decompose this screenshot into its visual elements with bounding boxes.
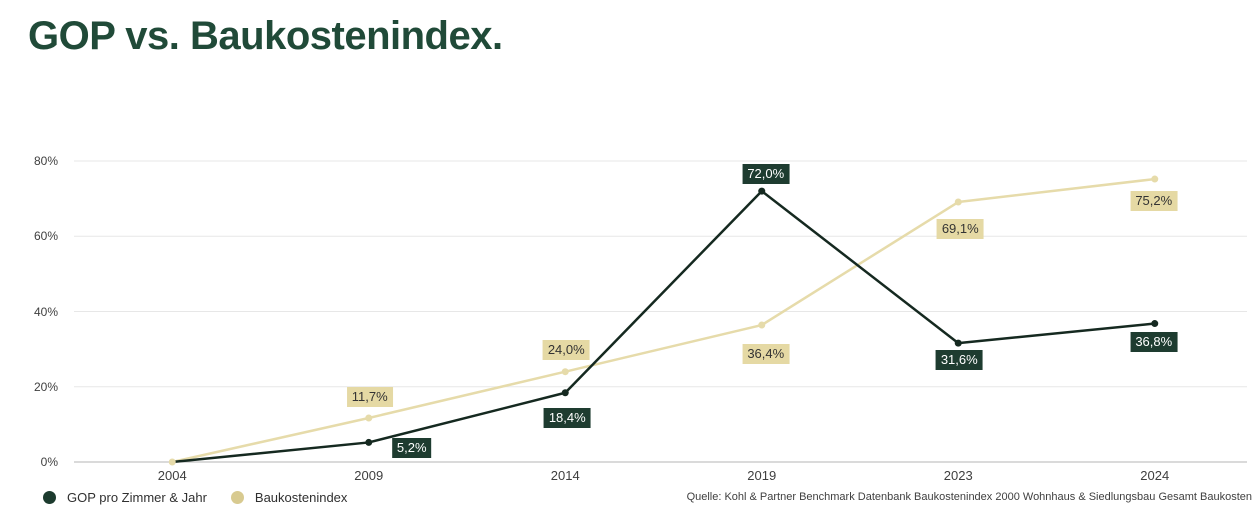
series-line-baukostenindex	[171, 177, 1155, 464]
data-point-marker	[758, 321, 766, 329]
data-point-label: 31,6%	[935, 350, 983, 371]
data-point-marker	[1151, 320, 1159, 328]
baukostenindex-series-dot-icon	[230, 491, 244, 504]
legend-item-baukostenindex: Baukostenindex	[230, 490, 348, 505]
y-tick-label: 60%	[33, 229, 58, 244]
chart-title: GOP vs. Baukostenindex.	[28, 14, 503, 58]
x-tick-label: 2004	[157, 468, 187, 483]
data-point-marker	[365, 438, 373, 446]
legend-label-gop: GOP pro Zimmer & Jahr	[67, 490, 207, 505]
data-point-label: 69,1%	[936, 219, 984, 239]
y-tick-label: 20%	[33, 379, 58, 394]
x-tick-label: 2014	[550, 468, 580, 483]
y-tick-label: 80%	[33, 154, 58, 168]
data-point-label: 36,4%	[742, 344, 790, 365]
y-tick-label: 0%	[40, 455, 58, 469]
x-tick-label: 2023	[943, 468, 973, 483]
data-point-label: 5,2%	[391, 438, 432, 459]
data-point-marker	[758, 187, 766, 195]
data-point-label: 72,0%	[742, 164, 790, 185]
data-point-marker	[1151, 175, 1159, 183]
series-line-gop-pro-zimmer-jahr	[172, 189, 1155, 464]
x-tick-label: 2009	[354, 468, 384, 483]
legend-label-baukostenindex: Baukostenindex	[254, 490, 348, 505]
data-point-marker	[168, 458, 176, 466]
legend: GOP pro Zimmer & Jahr Baukostenindex	[43, 490, 347, 505]
source-note: Quelle: Kohl & Partner Benchmark Datenba…	[686, 491, 1252, 503]
data-point-label: 11,7%	[346, 386, 393, 407]
data-point-label: 24,0%	[542, 339, 590, 360]
gop-series-dot-icon	[43, 491, 56, 504]
legend-item-gop: GOP pro Zimmer & Jahr	[43, 490, 207, 505]
data-point-marker	[561, 389, 569, 397]
data-point-marker	[954, 339, 962, 347]
data-point-label: 75,2%	[1130, 191, 1178, 212]
data-point-label: 36,8%	[1130, 331, 1178, 352]
x-tick-label: 2024	[1140, 468, 1170, 483]
data-point-marker	[954, 198, 962, 206]
x-tick-label: 2019	[747, 468, 777, 483]
data-point-marker	[561, 368, 569, 376]
y-tick-label: 40%	[33, 304, 58, 319]
data-point-label: 18,4%	[543, 407, 591, 428]
data-point-marker	[365, 414, 373, 422]
